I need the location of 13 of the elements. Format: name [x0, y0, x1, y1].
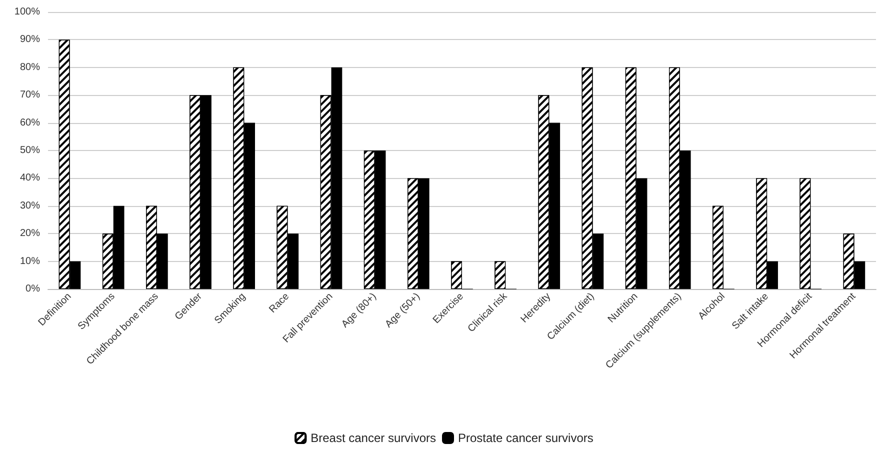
y-tick-label: 10% [20, 256, 40, 267]
y-tick-label: 30% [20, 200, 40, 212]
legend-label: Breast cancer survivors [310, 431, 436, 445]
y-tick-label: 50% [20, 145, 40, 156]
legend-label: Prostate cancer survivors [458, 431, 594, 445]
y-tick-label: 60% [20, 117, 40, 128]
y-tick-label: 100% [14, 6, 40, 18]
y-tick-label: 90% [20, 34, 40, 46]
y-tick-label: 40% [20, 172, 40, 184]
y-tick-label: 20% [20, 228, 40, 240]
y-tick-label: 80% [20, 62, 40, 73]
y-tick-label: 0% [26, 284, 40, 294]
y-tick-label: 70% [20, 90, 40, 101]
